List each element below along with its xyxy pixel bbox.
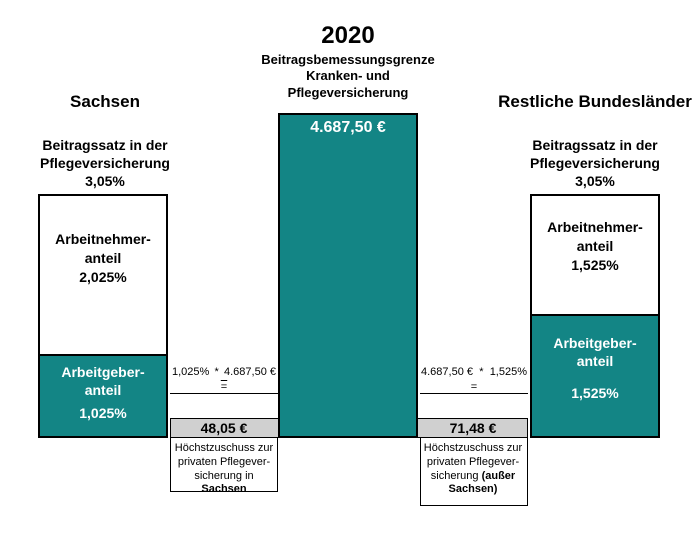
rest-an-l1: Arbeitnehmer- <box>532 218 658 237</box>
rest-formula-amt: 4.687,50 € <box>421 365 473 380</box>
sachsen-rate-l1: Beitragssatz in der <box>15 136 195 154</box>
rest-an-pct: 1,525% <box>532 256 658 275</box>
rest-formula-pct: 1,525% <box>490 365 527 380</box>
rest-formula-times: * <box>479 365 483 380</box>
subtitle-l1: Beitragsbemessungsgrenze <box>253 52 443 68</box>
sachsen-formula-result: 48,05 € <box>172 420 276 436</box>
sachsen-rate-pct: 3,05% <box>15 172 195 190</box>
sachsen-ag-l1: Arbeitgeber- <box>40 363 166 381</box>
sachsen-ag-block: Arbeitgeber- anteil 1,025% <box>40 354 166 436</box>
sachsen-title: Sachsen <box>15 92 195 112</box>
sachsen-an-l2: anteil <box>40 249 166 268</box>
sachsen-formula-amt: 4.687,50 € <box>224 365 276 380</box>
subtitle-l2: Kranken- und <box>253 68 443 84</box>
rest-bar: Arbeitnehmer- anteil 1,525% Arbeitgeber-… <box>530 194 660 438</box>
sachsen-ag-l2: anteil <box>40 381 166 399</box>
rest-ag-pct: 1,525% <box>532 384 658 402</box>
rest-ag-l2: anteil <box>532 352 658 370</box>
rest-rate-l2: Pflegeversicherung <box>505 154 685 172</box>
sachsen-ag-pct: 1,025% <box>40 404 166 422</box>
sachsen-an-l1: Arbeitnehmer- <box>40 230 166 249</box>
sachsen-caption-box <box>170 438 278 492</box>
rest-title: Restliche Bundesländer <box>490 92 696 112</box>
bbg-amount: 4.687,50 € <box>280 119 416 137</box>
middle-bar: 4.687,50 € <box>278 113 418 438</box>
sachsen-an-pct: 2,025% <box>40 268 166 287</box>
rest-ag-l1: Arbeitgeber- <box>532 334 658 352</box>
rest-rate-pct: 3,05% <box>505 172 685 190</box>
rest-an-l2: anteil <box>532 237 658 256</box>
rest-rate-l1: Beitragssatz in der <box>505 136 685 154</box>
sachsen-bar: Arbeitnehmer- anteil 2,025% Arbeitgeber-… <box>38 194 168 438</box>
subtitle-l3: Pflegeversicherung <box>253 85 443 101</box>
sachsen-formula-times: * <box>215 365 219 380</box>
rest-caption-box <box>420 438 528 506</box>
rest-ag-block: Arbeitgeber- anteil 1,525% <box>532 314 658 436</box>
sachsen-formula-pct: 1,025% <box>172 365 209 380</box>
rest-formula-result: 71,48 € <box>421 420 525 436</box>
year: 2020 <box>278 22 418 50</box>
sachsen-rate-l2: Pflegeversicherung <box>15 154 195 172</box>
